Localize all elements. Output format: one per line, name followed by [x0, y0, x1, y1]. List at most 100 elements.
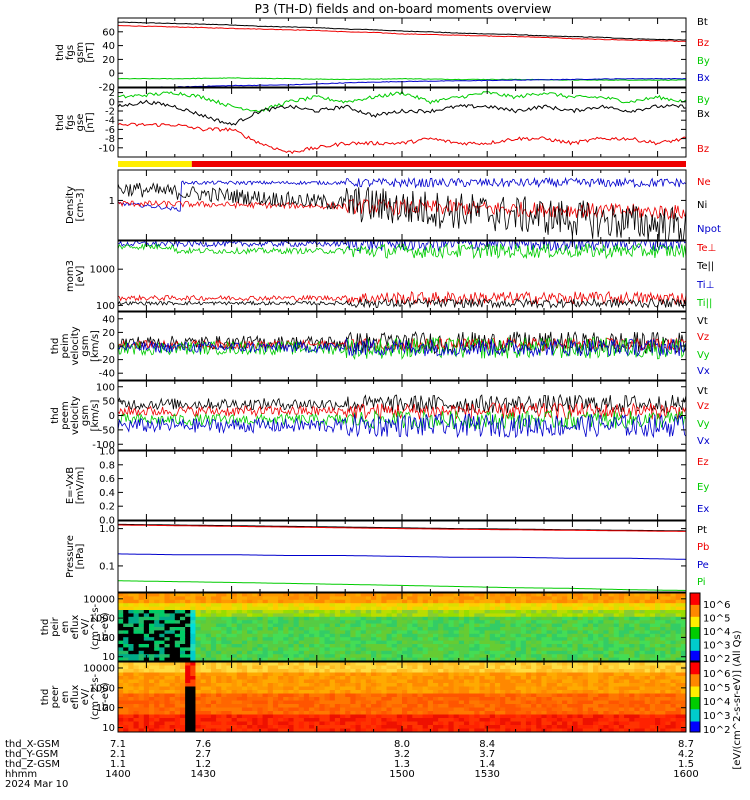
- spectrogram-cell: [257, 718, 264, 723]
- spectrogram-cell: [634, 718, 641, 723]
- spectrogram-cell: [618, 654, 625, 659]
- spectrogram-cell: [474, 657, 481, 661]
- spectrogram-cell: [407, 700, 413, 705]
- spectrogram-cell: [505, 707, 512, 712]
- spectrogram-cell: [221, 650, 228, 655]
- spectrogram-cell: [195, 679, 202, 684]
- spectrogram-cell: [345, 700, 351, 705]
- spectrogram-cell: [309, 633, 315, 638]
- spectrogram-cell: [649, 697, 656, 702]
- spectrogram-cell: [484, 697, 491, 702]
- spectrogram-cell: [598, 620, 604, 625]
- spectrogram-cell: [463, 662, 470, 667]
- spectrogram-cell: [525, 679, 532, 684]
- spectrogram-cell: [241, 728, 248, 732]
- spectrogram-cell: [556, 630, 563, 635]
- spectrogram-cell: [329, 721, 336, 726]
- spectrogram-cell: [133, 697, 140, 702]
- spectrogram-cell: [593, 672, 599, 677]
- spectrogram-cell: [381, 650, 388, 655]
- legend-entry: Pb: [697, 542, 709, 553]
- spectrogram-cell: [350, 690, 357, 695]
- spectrogram-cell: [510, 665, 517, 670]
- spectrogram-cell: [484, 679, 491, 684]
- spectrogram-cell: [174, 676, 181, 681]
- spectrogram-cell: [479, 662, 486, 667]
- spectrogram-cell: [582, 665, 589, 670]
- spectrogram-cell: [515, 728, 522, 732]
- spectrogram-cell: [324, 613, 331, 618]
- spectrogram-cell: [123, 654, 129, 659]
- spectrogram-cell: [267, 593, 274, 597]
- spectrogram-cell: [593, 616, 599, 621]
- spectrogram-cell: [479, 728, 486, 732]
- spectrogram-cell: [252, 613, 259, 618]
- spectrogram-cell: [587, 637, 594, 642]
- spectrogram-cell: [391, 657, 398, 661]
- spectrogram-cell: [200, 610, 207, 614]
- series-line: [118, 524, 686, 532]
- spectrogram-cell: [448, 599, 455, 604]
- spectrogram-cell: [288, 721, 295, 726]
- y-axis-label: Density: [65, 186, 76, 224]
- spectrogram-cell: [407, 593, 413, 597]
- y-tick-label: 100: [96, 633, 115, 644]
- spectrogram-cell: [603, 662, 610, 667]
- spectrogram-cell: [262, 633, 269, 638]
- spectrogram-cell: [272, 697, 279, 702]
- spectrogram-cell: [376, 704, 382, 709]
- spectrogram-cell: [381, 697, 388, 702]
- spectrogram-cell: [546, 669, 553, 674]
- spectrogram-cell: [670, 654, 677, 659]
- spectrogram-cell: [608, 679, 615, 684]
- spectrogram-cell: [587, 707, 594, 712]
- spectrogram-cell: [572, 596, 579, 601]
- spectrogram-cell: [340, 650, 346, 655]
- spectrogram-cell: [448, 676, 455, 681]
- spectrogram-cell: [278, 672, 284, 677]
- spectrogram-cell: [324, 647, 331, 652]
- spectrogram-cell: [505, 669, 512, 674]
- spectrogram-cell: [427, 690, 434, 695]
- spectrogram-cell: [118, 690, 124, 695]
- spectrogram-cell: [340, 672, 346, 677]
- spectrogram-cell: [298, 679, 305, 684]
- spectrogram-cell: [474, 620, 481, 625]
- spectrogram-cell: [453, 657, 460, 661]
- spectrogram-cell: [572, 613, 579, 618]
- spectrogram-cell: [463, 596, 470, 601]
- spectrogram-cell: [567, 637, 573, 642]
- spectrogram-cell: [350, 707, 357, 712]
- spectrogram-cell: [593, 647, 599, 652]
- spectrogram-cell: [458, 686, 465, 691]
- spectrogram-cell: [453, 620, 460, 625]
- spectrogram-cell: [216, 620, 222, 625]
- spectrogram-cell: [551, 623, 558, 628]
- spectrogram-cell: [154, 610, 160, 614]
- spectrogram-cell: [283, 665, 289, 670]
- spectrogram-cell: [670, 665, 677, 670]
- spectrogram-cell: [329, 672, 336, 677]
- spectrogram-cell: [283, 704, 289, 709]
- spectrogram-cell: [288, 616, 295, 621]
- spectrogram-cell: [494, 718, 501, 723]
- spectrogram-cell: [500, 650, 506, 655]
- spectrogram-cell: [236, 672, 243, 677]
- spectrogram-cell: [582, 606, 589, 611]
- spectrogram-cell: [205, 620, 212, 625]
- spectrogram-cell: [577, 599, 584, 604]
- spectrogram-cell: [422, 603, 429, 608]
- spectrogram-cell: [531, 725, 537, 730]
- spectrogram-cell: [541, 679, 548, 684]
- spectrogram-cell: [531, 672, 537, 677]
- series-line: [118, 176, 686, 212]
- spectrogram-cell: [608, 657, 615, 661]
- spectrogram-cell: [525, 693, 532, 698]
- spectrogram-cell: [463, 714, 470, 719]
- spectrogram-cell: [123, 657, 129, 661]
- spectrogram-cell: [644, 672, 651, 677]
- spectrogram-cell: [634, 630, 641, 635]
- spectrogram-cell: [314, 599, 320, 604]
- spectrogram-cell: [582, 596, 589, 601]
- spectrogram-cell: [479, 669, 486, 674]
